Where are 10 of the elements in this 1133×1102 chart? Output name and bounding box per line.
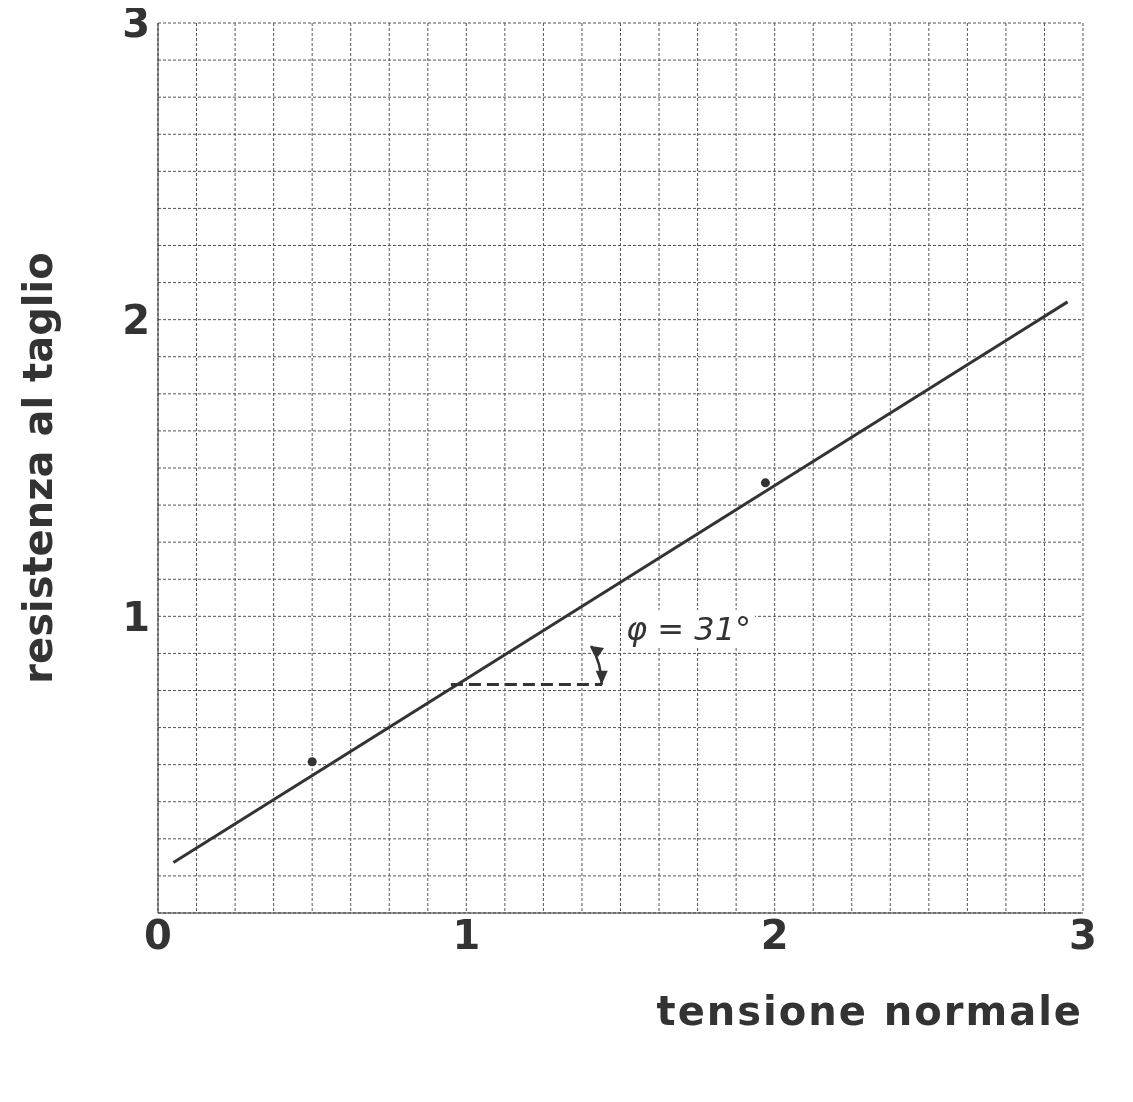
y-tick-label: 3 [122,0,150,47]
annotation: φ = 31° [622,609,755,648]
y-axis-title: resistenza al taglio [15,252,61,684]
x-tick-label: 3 [1069,912,1097,959]
y-tick-label: 2 [122,296,150,343]
x-tick-label: 0 [144,912,172,959]
y-tick-label: 1 [122,593,150,640]
x-tick-label: 2 [760,912,789,959]
x-tick-label: 1 [452,912,481,959]
x-axis-title: tensione normale [655,988,1084,1034]
